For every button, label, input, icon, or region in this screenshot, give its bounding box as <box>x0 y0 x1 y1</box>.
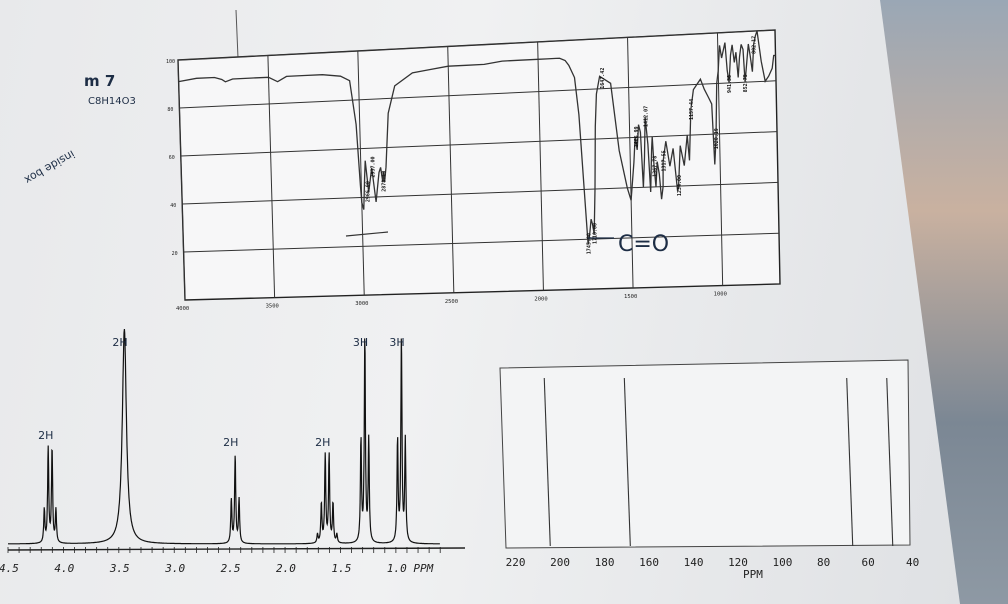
ir-x-tick-label: 1000 <box>714 292 727 298</box>
c-nmr-x-tick-label: 220 <box>506 556 526 569</box>
ir-gridline-v <box>447 46 455 293</box>
ir-x-tick-label: 4000 <box>176 306 189 312</box>
h-nmr-x-tick-label: 4.0 <box>54 562 74 575</box>
ir-peak-label: 1412.07 <box>643 106 649 127</box>
ir-x-tick-label: 2500 <box>445 299 458 305</box>
ir-peak-label: 1234.00 <box>677 175 683 196</box>
ir-peak-label: 1710.00 <box>592 223 598 244</box>
c-nmr-frame <box>499 359 911 549</box>
c-nmr-x-tick-label: 120 <box>728 556 748 569</box>
ir-bracket <box>345 231 389 237</box>
ir-x-tick-label: 3500 <box>266 304 279 310</box>
h-nmr-x-tick-label: 3.5 <box>109 562 130 575</box>
ir-gridline-h <box>183 232 780 253</box>
ir-peak-label: 802.17 <box>751 36 757 54</box>
ir-y-tick-label: 60 <box>169 155 175 161</box>
c-nmr-x-tick-label: 60 <box>862 556 875 569</box>
ir-peak-label: 1157.44 <box>689 99 695 120</box>
h-nmr-trace <box>8 328 440 545</box>
ir-y-tick-label: 20 <box>172 251 178 257</box>
h-nmr-spectrum: 4.5 4.0 3.5 3.0 2.5 2.0 1.5 1.0 PPM 2H 2H 2H 2H 3H 3… <box>0 328 466 575</box>
c-nmr-x-tick-label: 160 <box>639 556 659 569</box>
c-nmr-x-tick-label: 200 <box>550 556 570 569</box>
h-nmr-integration-label: 2H <box>315 436 330 449</box>
ir-gridline-v <box>267 55 276 298</box>
h-nmr-integration-label: 3H <box>353 336 368 349</box>
ir-gridline-h <box>180 131 778 157</box>
side-note: inside box <box>22 147 77 186</box>
ir-peak-label: 2878.10 <box>381 171 387 192</box>
c-nmr-peak-line <box>886 377 894 547</box>
ir-peak-label: 941.38 <box>727 75 733 93</box>
h-nmr-x-tick-label: 1.0 PPM <box>387 562 434 575</box>
ir-peak-label: 2937.00 <box>370 156 376 177</box>
h-nmr-integration-label: 2H <box>38 429 53 442</box>
c-nmr-peaks <box>543 377 894 547</box>
c-nmr-peak-line <box>543 377 551 547</box>
c-nmr-unit-label: PPM <box>743 568 763 581</box>
ir-y-tick-label: 80 <box>167 107 173 113</box>
ir-gridline-h <box>177 29 776 61</box>
ir-y-tick-label: 40 <box>170 203 176 209</box>
ir-peak-label: 852.75 <box>743 74 749 92</box>
ir-x-tick-label: 2000 <box>534 296 547 302</box>
ir-peak-label: 1317.55 <box>661 150 667 171</box>
c-nmr-spectrum: 220 200 180 160 140 120 100 80 60 40 PPM <box>499 359 920 581</box>
ir-y-tick-label: 100 <box>166 59 175 65</box>
c-nmr-x-tick-label: 80 <box>817 556 830 569</box>
h-nmr-integration-label: 2H <box>112 336 127 349</box>
ir-gridline-h <box>179 80 777 109</box>
h-nmr-integrations: 2H 2H 2H 2H 3H 3H <box>38 336 405 449</box>
h-nmr-x-tick-label: 4.5 <box>0 562 19 575</box>
h-nmr-x-tick-label: 1.5 <box>331 562 351 575</box>
ir-peak-label: 2966.90 <box>366 181 372 202</box>
h-nmr-x-tick-label: 3.0 <box>164 562 185 575</box>
h-nmr-integration-label: 2H <box>223 436 238 449</box>
h-nmr-integration-label: 3H <box>389 336 404 349</box>
ir-gridline-v <box>627 37 634 288</box>
c-nmr-tick-labels: 220 200 180 160 140 120 100 80 60 40 <box>506 556 920 569</box>
molecular-formula: C8H14O3 <box>88 96 136 107</box>
h-nmr-x-tick-label: 2.5 <box>221 562 241 575</box>
ir-gridline-v <box>177 59 186 301</box>
h-nmr-axis <box>7 547 466 551</box>
ir-annotation: C=O <box>618 232 669 257</box>
ir-peak-label: 1745.00 <box>586 233 592 254</box>
ir-peak-labels: 2966.90 2937.00 2878.10 1745.00 1710.00 1647.… <box>366 36 758 254</box>
ir-peak-label: 1466.99 <box>634 126 640 147</box>
ir-x-tick-label: 3000 <box>355 301 368 307</box>
ir-top-mark <box>235 9 239 59</box>
ir-x-tick-label: 1500 <box>624 294 637 300</box>
ir-tick-labels: 100 80 60 40 20 4000 3500 3000 2500 2000 1500 1000 <box>166 59 727 312</box>
h-nmr-tick-labels: 4.5 4.0 3.5 3.0 2.5 2.0 1.5 1.0 PPM <box>0 547 441 575</box>
c-nmr-x-tick-label: 180 <box>595 556 615 569</box>
ir-peak-label: 1647.42 <box>600 68 606 89</box>
ir-series-line <box>178 30 776 245</box>
h-nmr-x-tick-label: 2.0 <box>276 562 296 575</box>
ir-gridline-v <box>537 41 544 291</box>
ir-peak-label: 1020.19 <box>714 128 720 149</box>
c-nmr-x-tick-label: 140 <box>684 556 704 569</box>
ir-gridline-v <box>357 50 365 296</box>
c-nmr-peak-line <box>846 377 854 547</box>
problem-heading: m 7 <box>84 72 115 90</box>
c-nmr-peak-line <box>623 377 631 547</box>
c-nmr-x-tick-label: 100 <box>773 556 793 569</box>
c-nmr-x-tick-label: 40 <box>906 556 919 569</box>
ir-peak-label: 1367.78 <box>652 156 658 177</box>
